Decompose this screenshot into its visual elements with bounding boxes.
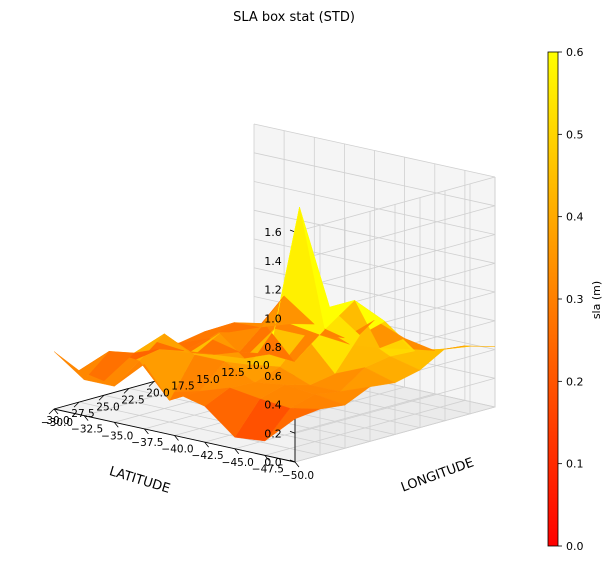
y-tick-label: 27.5 [71, 408, 94, 420]
y-tick-label: 12.5 [221, 367, 244, 379]
x-tick-mark [144, 428, 149, 435]
x-tick-label: −42.5 [192, 450, 224, 462]
x-axis-label: LATITUDE [107, 464, 172, 497]
surface-patch [53, 351, 110, 380]
x-tick-label: −32.5 [71, 424, 103, 436]
surface-plot [53, 206, 496, 442]
x-tick-label: −40.0 [161, 444, 193, 456]
z-tick-mark [289, 459, 296, 463]
x-tick-mark [204, 441, 209, 448]
colorbar-gradient [547, 51, 559, 547]
colorbar: 0.0 0.1 0.2 0.3 0.4 0.5 0.6 sla (m) [547, 46, 603, 553]
grid-line-z [253, 123, 496, 233]
colorbar-tick-label: 0.0 [566, 540, 584, 553]
x-tick-label: −30.0 [41, 417, 73, 429]
x-tick-mark [264, 455, 270, 461]
colorbar-tick-label: 0.5 [566, 128, 584, 141]
y-tick-label: 17.5 [171, 381, 194, 393]
x-tick-mark [174, 435, 179, 441]
y-tick-label: 22.5 [121, 394, 144, 406]
colorbar-tick-label: 0.4 [566, 211, 584, 224]
x-tick-label: −50.0 [282, 470, 314, 482]
x-tick-mark [113, 422, 119, 428]
y-tick-mark [98, 394, 105, 401]
z-tick-label: 1.6 [264, 226, 282, 239]
x-tick-label: −35.0 [101, 430, 133, 442]
z-tick-mark [289, 430, 296, 434]
x-tick-mark [83, 415, 89, 421]
colorbar-tick-label: 0.3 [566, 293, 584, 306]
z-tick-label: 0.4 [264, 399, 282, 412]
chart-title: SLA box stat (STD) [233, 10, 355, 25]
y-axis-label: LONGITUDE [399, 455, 476, 495]
z-tick-label: 0.2 [264, 427, 282, 440]
z-tick-label: 0.6 [264, 370, 282, 383]
z-tick-label: 0.8 [264, 341, 282, 354]
y-tick-label: 10.0 [246, 360, 269, 372]
y-tick-label: 15.0 [196, 374, 219, 386]
y-tick-label: 30.0 [46, 415, 69, 427]
x-tick-mark [294, 461, 300, 468]
colorbar-tick-label: 0.1 [566, 458, 584, 471]
y-tick-mark [123, 388, 130, 394]
colorbar-label: sla (m) [590, 281, 603, 319]
x-tick-mark [234, 448, 240, 454]
tick-labels: −50.0−47.5−45.0−42.5−40.0−37.5−35.0−32.5… [41, 226, 314, 482]
x-tick-mark [53, 408, 59, 415]
grid-line-z [253, 209, 496, 319]
x-tick-label: −47.5 [252, 463, 284, 475]
x-tick-label: −37.5 [131, 437, 163, 449]
grid-line-z [253, 152, 496, 262]
z-tick-label: 1.0 [264, 312, 282, 325]
y-tick-label: 20.0 [146, 388, 169, 400]
z-tick-label: 0.0 [264, 456, 282, 469]
colorbar-tick-label: 0.6 [566, 46, 584, 59]
y-tick-mark [148, 381, 155, 387]
colorbar-tick-label: 0.2 [566, 375, 584, 388]
z-tick-label: 1.4 [264, 255, 282, 268]
z-tick-mark [289, 229, 296, 233]
z-tick-label: 1.2 [264, 284, 282, 297]
y-tick-label: 25.0 [96, 401, 119, 413]
y-tick-mark [73, 401, 80, 408]
x-tick-label: −45.0 [222, 457, 254, 469]
grid-line-z [253, 181, 496, 290]
y-tick-mark [48, 408, 55, 415]
